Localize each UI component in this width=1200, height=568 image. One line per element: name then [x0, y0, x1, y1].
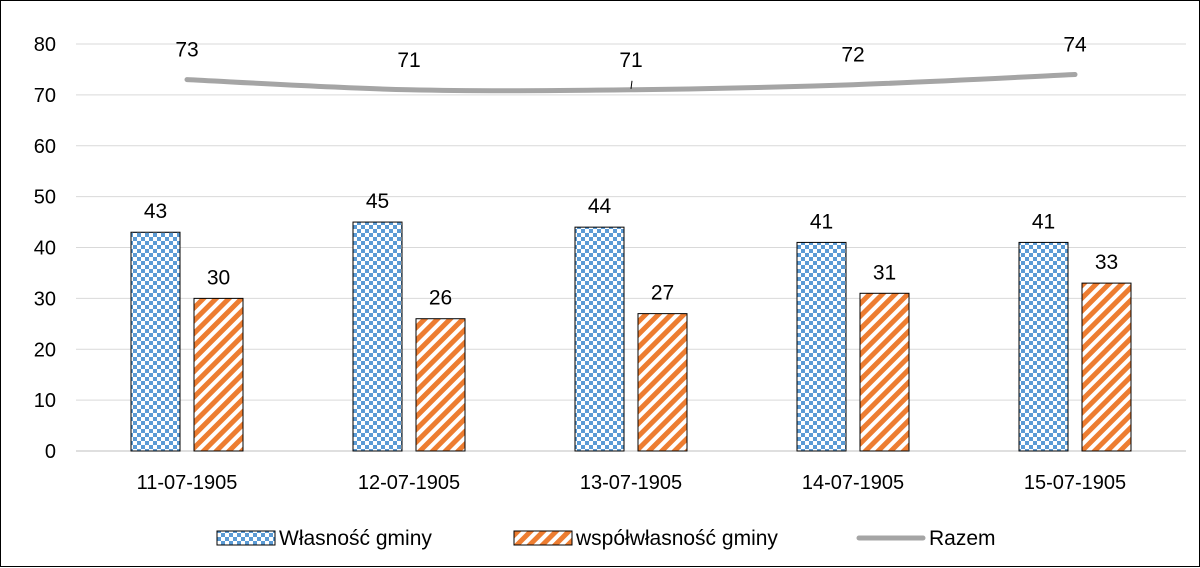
legend-item: współwłasność gminy: [513, 527, 778, 550]
bar: [130, 231, 181, 452]
bar: [193, 297, 244, 452]
bar: [796, 241, 847, 452]
bar-value-label: 44: [588, 195, 612, 218]
bar: [574, 226, 625, 452]
bar: [1081, 282, 1132, 452]
bar-value-label: 27: [651, 282, 674, 305]
x-tick-label: 11-07-1905: [137, 472, 238, 494]
legend: Własność gminy współwłasność gminy Razem: [216, 527, 996, 550]
line-value-label: 72: [841, 44, 864, 67]
legend-label: współwłasność gminy: [575, 527, 778, 550]
x-axis-ticks: 11-07-1905 12-07-1905 13-07-1905 14-07-1905…: [137, 472, 1127, 494]
bar-value-label: 30: [207, 266, 230, 289]
bar-value-label: 31: [873, 261, 896, 284]
legend-swatch: [216, 530, 276, 546]
bar: [1018, 241, 1069, 452]
y-tick-label: 10: [34, 390, 56, 412]
bar-value-label: 33: [1095, 251, 1118, 274]
x-tick-label: 13-07-1905: [580, 472, 682, 494]
y-tick-label: 80: [34, 34, 56, 56]
x-tick-label: 15-07-1905: [1024, 472, 1126, 494]
line-value-label: 71: [619, 49, 642, 72]
legend-item: Własność gminy: [216, 527, 432, 550]
label-leader-line: [630, 80, 633, 89]
bar: [352, 221, 403, 452]
bars: [130, 221, 1132, 452]
y-tick-label: 50: [34, 187, 56, 209]
bar-value-label: 45: [366, 190, 389, 213]
line-value-label: 73: [175, 39, 198, 62]
y-axis-ticks: 0 10 20 30 40 50 60 70 80: [34, 34, 56, 463]
x-tick-label: 12-07-1905: [358, 472, 460, 494]
y-tick-label: 0: [45, 441, 56, 463]
legend-swatch: [513, 530, 573, 546]
line-value-label: 74: [1063, 34, 1087, 57]
legend-label: Razem: [929, 527, 996, 550]
y-tick-label: 70: [34, 85, 56, 107]
total-line: [184, 72, 1078, 94]
bar-value-label: 26: [429, 287, 452, 310]
y-tick-label: 60: [34, 136, 56, 158]
bar: [637, 313, 688, 452]
gridlines: [76, 43, 1186, 452]
y-tick-label: 30: [34, 288, 56, 310]
y-tick-label: 20: [34, 339, 56, 361]
legend-label: Własność gminy: [279, 527, 432, 550]
data-labels: 43 45 44 41 41 30 26 27 31 33 73 71 71 72 74: [144, 34, 1118, 310]
bar: [415, 318, 466, 452]
y-tick-label: 40: [34, 238, 56, 260]
x-tick-label: 14-07-1905: [802, 472, 904, 494]
bar-value-label: 43: [144, 200, 167, 223]
total-line-path: [184, 72, 1078, 94]
line-value-label: 71: [397, 49, 420, 72]
bar-value-label: 41: [1032, 210, 1055, 233]
legend-item: Razem: [856, 527, 996, 550]
bar-value-label: 41: [810, 210, 833, 233]
bar: [859, 292, 910, 452]
